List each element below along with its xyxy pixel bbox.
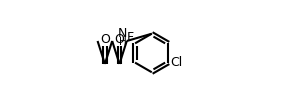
Text: O: O	[100, 33, 110, 46]
Text: F: F	[127, 31, 134, 44]
Text: O: O	[115, 33, 124, 46]
Text: H: H	[119, 36, 126, 47]
Text: N: N	[118, 27, 127, 40]
Text: Cl: Cl	[170, 56, 182, 69]
